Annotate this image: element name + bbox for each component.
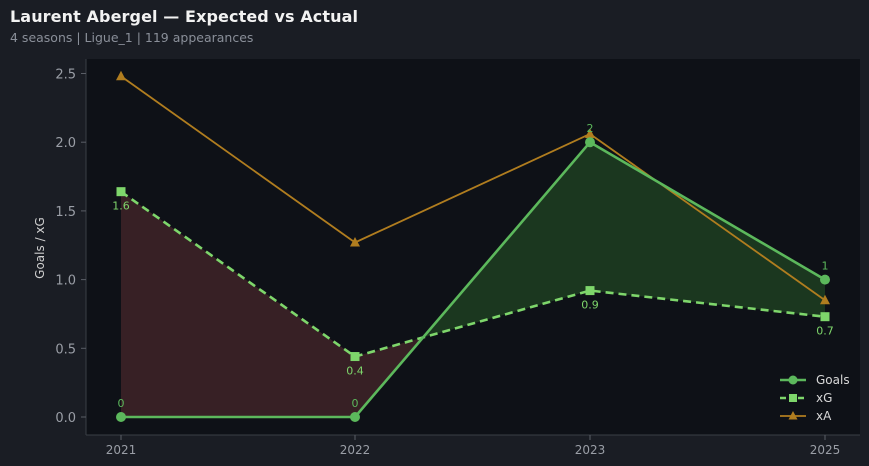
series-line-goals	[121, 140, 826, 419]
legend-label-xa: xA	[816, 409, 832, 423]
marker-goals-2021	[116, 412, 126, 422]
marker-xg-2025	[820, 312, 830, 322]
legend-marker-xa	[788, 411, 798, 420]
y-tick-label: 1.0	[55, 274, 76, 289]
marker-xa-2022	[350, 237, 360, 247]
marker-xa-2023	[585, 128, 595, 138]
marker-xg-2021	[116, 187, 126, 197]
legend-marker-goals	[788, 375, 798, 385]
data-label-xg: 1.6	[112, 200, 130, 213]
legend-marker-xg	[789, 394, 797, 402]
underperformance-area	[121, 191, 424, 417]
y-tick-label: 2.5	[55, 68, 76, 83]
x-tick-label: 2021	[106, 443, 137, 457]
data-label-goals: 2	[587, 122, 594, 135]
chart-subtitle: 4 seasons | Ligue_1 | 119 appearances	[10, 30, 254, 45]
y-tick-label: 1.5	[55, 205, 76, 220]
series-line-xg	[120, 190, 826, 358]
legend-label-goals: Goals	[816, 373, 850, 387]
marker-goals-2023	[585, 137, 595, 148]
chart-title: Laurent Abergel — Expected vs Actual	[10, 7, 359, 26]
data-label-xg: 0.9	[581, 299, 599, 312]
x-tick-label: 2025	[810, 443, 841, 457]
data-label-goals: 0	[352, 397, 359, 410]
series-line-xa	[120, 75, 826, 301]
y-axis-label: Goals / xG	[33, 217, 47, 279]
marker-goals-2025	[820, 274, 830, 285]
marker-xg-2022	[350, 352, 360, 362]
data-label-xg: 0.7	[816, 325, 834, 338]
marker-xg-2023	[585, 286, 595, 296]
marker-xa-2021	[116, 70, 126, 81]
data-label-xg: 0.4	[346, 365, 364, 378]
marker-goals-2022	[350, 412, 360, 422]
data-label-goals: 0	[118, 397, 125, 410]
x-tick-label: 2023	[575, 443, 606, 457]
overperformance-area	[423, 142, 825, 338]
marker-xa-2025	[820, 294, 830, 305]
y-tick-label: 0.5	[55, 342, 76, 357]
x-tick-label: 2022	[340, 443, 371, 457]
legend-label-xg: xG	[816, 391, 832, 405]
y-tick-label: 0.0	[55, 411, 76, 426]
data-label-goals: 1	[822, 260, 829, 273]
y-tick-label: 2.0	[55, 136, 76, 151]
